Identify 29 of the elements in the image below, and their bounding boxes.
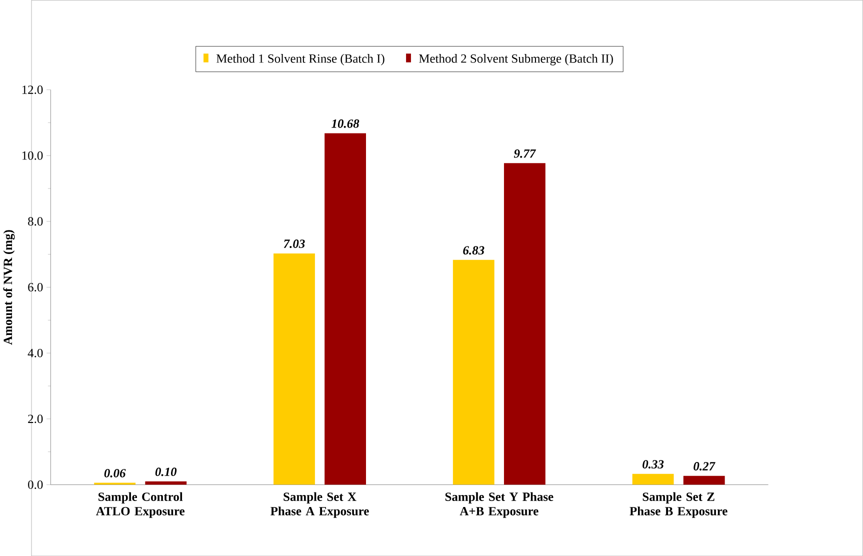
data-label: 6.83 [463, 246, 484, 255]
data-label: 0.10 [155, 468, 177, 476]
x-tick-label: Sample Set Z Phase B Exposure [630, 492, 728, 518]
data-label: 9.77 [514, 149, 536, 158]
bar [632, 474, 674, 485]
y-tick-label: 10.0 [22, 151, 43, 160]
y-axis-title: Amount of NVR (mg) [3, 230, 15, 345]
y-tick-label: 8.0 [28, 217, 43, 226]
data-label: 0.27 [694, 462, 716, 470]
bar [324, 133, 366, 485]
legend-label: Method 2 Solvent Submerge (Batch II) [419, 54, 613, 66]
bar [504, 163, 546, 485]
bar [452, 260, 494, 485]
data-label: 10.68 [332, 119, 360, 128]
y-tick-label: 2.0 [28, 414, 43, 424]
x-tick-label: Sample Set Y Phase A+B Exposure [445, 492, 554, 518]
bar [274, 253, 315, 485]
x-tick-label: Sample Set X Phase A Exposure [270, 492, 369, 518]
data-label: 0.06 [104, 468, 126, 478]
bar [145, 481, 187, 485]
legend-label: Method 1 Solvent Rinse (Batch I) [216, 54, 384, 66]
bar [683, 476, 725, 485]
y-tick-label: 12.0 [22, 85, 43, 94]
data-label: 0.33 [642, 460, 664, 468]
y-tick-label: 6.0 [28, 282, 43, 292]
y-tick-label: 0.0 [28, 480, 43, 489]
data-label: 7.03 [284, 239, 305, 248]
y-tick-label: 4.0 [28, 348, 43, 358]
x-tick-label: Sample Control ATLO Exposure [96, 492, 185, 518]
